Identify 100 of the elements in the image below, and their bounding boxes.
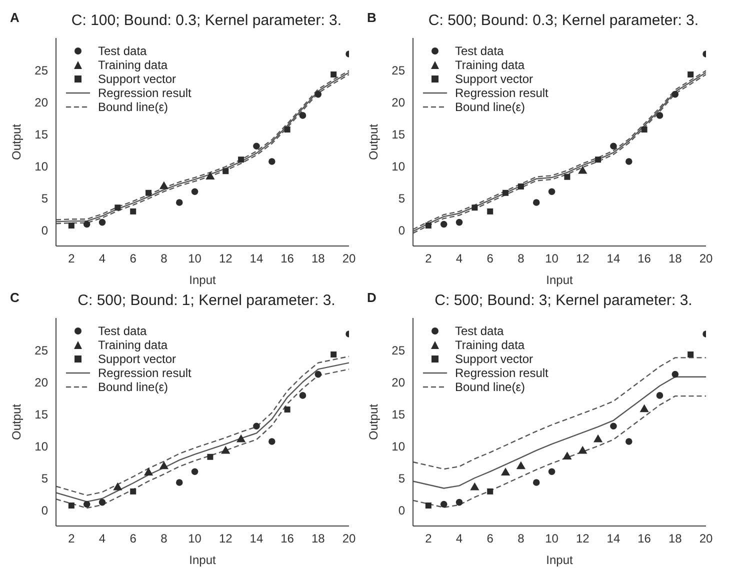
- legend-label: Regression result: [455, 366, 548, 380]
- point: [268, 438, 276, 445]
- point: [470, 482, 480, 490]
- x-tick-label: 12: [576, 252, 590, 266]
- point: [284, 126, 290, 133]
- x-axis-title: Input: [546, 553, 574, 567]
- y-axis-title: Output: [9, 403, 24, 440]
- x-tick-label: 6: [486, 252, 494, 266]
- x-tick-label: 4: [456, 532, 463, 546]
- text: A: [10, 10, 20, 25]
- legend-label: Test data: [455, 324, 504, 338]
- text: D: [367, 290, 376, 305]
- x-tick-label: 10: [545, 252, 559, 266]
- point: [548, 188, 556, 195]
- legend-label: Support vector: [98, 72, 176, 86]
- x-tick-label: 18: [668, 252, 682, 266]
- point: [595, 156, 602, 163]
- point: [330, 351, 337, 358]
- x-tick-label: 16: [638, 532, 652, 546]
- x-tick-label: 2: [425, 252, 432, 266]
- x-tick-label: 10: [188, 252, 202, 266]
- point: [222, 168, 229, 174]
- y-tick-label: 20: [34, 95, 48, 110]
- legend-label: Training data: [98, 58, 168, 72]
- point: [146, 190, 152, 196]
- point: [253, 422, 260, 430]
- y-tick-label: 15: [34, 127, 48, 142]
- y-tick-label: 15: [34, 407, 48, 422]
- y-tick-label: 25: [392, 63, 406, 78]
- legend-label: Bound line(ε): [455, 380, 526, 394]
- legend-label: Support vector: [455, 352, 534, 366]
- legend-label: Test data: [455, 44, 504, 58]
- point: [688, 71, 694, 78]
- y-tick-label: 0: [398, 223, 406, 238]
- x-tick-label: 12: [576, 532, 590, 546]
- x-tick-label: 6: [130, 532, 137, 546]
- x-tick-label: 4: [456, 252, 463, 266]
- x-tick-label: 18: [311, 252, 326, 266]
- point: [456, 498, 463, 506]
- point: [440, 220, 448, 228]
- x-tick-label: 8: [518, 252, 525, 266]
- point: [314, 90, 322, 98]
- legend-label: Regression result: [455, 86, 548, 100]
- x-tick-label: 6: [486, 532, 494, 546]
- point: [548, 468, 556, 475]
- y-tick-label: 15: [392, 127, 406, 142]
- point: [299, 112, 306, 119]
- x-tick-label: 20: [342, 252, 356, 266]
- legend-label: Training data: [455, 58, 525, 72]
- point: [268, 158, 276, 165]
- legend-label: Bound line(ε): [98, 100, 168, 114]
- y-tick-label: 10: [392, 439, 406, 454]
- x-tick-label: 2: [425, 532, 432, 546]
- point: [130, 488, 136, 494]
- y-tick-label: 10: [34, 159, 48, 174]
- point: [159, 461, 169, 470]
- point: [626, 158, 632, 165]
- point: [656, 392, 664, 399]
- legend-label: Training data: [98, 338, 168, 352]
- point: [330, 71, 337, 78]
- point: [487, 488, 494, 494]
- x-tick-label: 14: [606, 532, 620, 546]
- point: [113, 482, 122, 490]
- text: B: [367, 10, 376, 25]
- point: [532, 199, 540, 206]
- x-tick-label: 14: [250, 252, 264, 266]
- point: [672, 90, 679, 98]
- point: [176, 199, 183, 206]
- x-axis-title: Input: [546, 273, 574, 287]
- point: [83, 220, 90, 228]
- x-tick-label: 2: [68, 532, 76, 546]
- x-tick-label: 16: [280, 252, 294, 266]
- point: [626, 438, 632, 445]
- point: [159, 181, 169, 190]
- x-tick-label: 6: [130, 252, 137, 266]
- point: [440, 500, 448, 508]
- y-axis-title: Output: [366, 123, 380, 160]
- x-tick-label: 10: [545, 532, 559, 546]
- x-tick-label: 18: [668, 532, 682, 546]
- point: [114, 204, 121, 211]
- point: [672, 370, 679, 378]
- line-series: [413, 395, 706, 508]
- x-tick-label: 20: [699, 252, 713, 266]
- y-tick-label: 20: [392, 95, 406, 110]
- point: [176, 479, 183, 486]
- legend-label: Test data: [98, 324, 147, 338]
- point: [564, 174, 570, 180]
- y-tick-label: 25: [34, 63, 48, 78]
- x-tick-label: 8: [160, 252, 168, 266]
- y-tick-label: 5: [41, 471, 48, 486]
- point: [130, 208, 136, 214]
- x-tick-label: 20: [342, 532, 356, 546]
- point: [502, 190, 509, 196]
- text: C: [10, 290, 20, 305]
- y-axis-title: Output: [9, 123, 24, 160]
- x-tick-label: 4: [98, 252, 106, 266]
- y-tick-label: 0: [398, 503, 406, 518]
- point: [641, 126, 648, 133]
- y-tick-label: 20: [392, 375, 406, 390]
- x-axis-title: Input: [189, 553, 217, 567]
